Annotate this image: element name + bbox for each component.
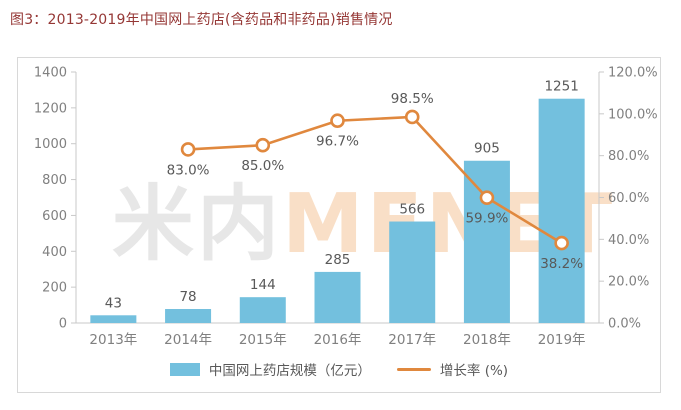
line-marker <box>180 142 196 157</box>
bar-value-label: 566 <box>399 202 425 218</box>
right-axis-tick-label: 60.0% <box>608 191 649 206</box>
right-axis-tick-label: 80.0% <box>608 149 649 164</box>
left-axis-tick-label: 600 <box>42 209 67 224</box>
bar-value-label: 78 <box>179 289 196 305</box>
bar-2014年 <box>165 309 212 323</box>
x-axis-label: 2015年 <box>239 332 287 348</box>
line-series-swatch <box>396 367 431 371</box>
figure-title: 图3：2013-2019年中国网上药店(含药品和非药品)销售情况 <box>10 12 393 28</box>
bar-2016年 <box>314 271 361 323</box>
bar-2015年 <box>239 297 286 323</box>
line-marker <box>404 109 420 125</box>
bar-2013年 <box>90 315 137 323</box>
x-axis-label: 2018年 <box>463 332 511 348</box>
left-axis-tick-label: 1400 <box>34 66 67 81</box>
legend-label-line-series: 增长率 (%) <box>439 363 509 379</box>
right-axis-tick-label: 40.0% <box>608 233 649 248</box>
chart-legend: 中国网上药店规模（亿元） 增长率 (%) <box>18 359 660 379</box>
left-axis-tick-label: 1000 <box>34 137 67 152</box>
right-axis-tick-label: 100.0% <box>608 107 658 122</box>
bar-2018年 <box>463 160 510 323</box>
bar-2019年 <box>538 98 585 324</box>
line-marker <box>255 137 271 153</box>
bar-value-label: 905 <box>474 141 500 157</box>
left-axis-tick-label: 1200 <box>34 101 67 116</box>
left-axis-tick-label: 400 <box>42 245 67 260</box>
legend-item-bar-series: 中国网上药店规模（亿元） <box>169 359 371 379</box>
line-marker <box>479 190 495 206</box>
x-axis-label: 2019年 <box>538 332 586 348</box>
bar-value-label: 43 <box>105 295 122 311</box>
line-value-label: 96.7% <box>316 134 359 150</box>
legend-label-bar-series: 中国网上药店规模（亿元） <box>208 363 371 379</box>
left-axis-tick-label: 200 <box>42 281 67 296</box>
bar-2017年 <box>389 221 436 323</box>
growth-rate-line <box>187 115 563 245</box>
x-axis-label: 2016年 <box>314 332 362 348</box>
bar-value-label: 285 <box>325 252 351 268</box>
x-axis-label: 2013年 <box>89 332 137 348</box>
right-axis-tick-label: 0.0% <box>608 317 641 332</box>
line-marker <box>330 113 345 129</box>
x-axis-label: 2017年 <box>388 332 436 348</box>
right-axis-tick-label: 120.0% <box>608 66 658 81</box>
x-axis-label: 2014年 <box>164 332 212 348</box>
line-value-label: 98.5% <box>391 91 434 107</box>
left-axis-tick-label: 0 <box>59 317 67 332</box>
left-axis-tick-label: 800 <box>42 173 67 188</box>
line-marker <box>554 235 569 251</box>
line-value-label: 83.0% <box>167 162 210 178</box>
bar-value-label: 144 <box>250 277 276 293</box>
chart-plot: 0 200 400 600 800 1000 1200 1400 0.0% 20.0% 40.0% 6… <box>34 66 658 349</box>
line-value-label: 85.0% <box>241 158 284 174</box>
bar-series-swatch <box>169 362 200 376</box>
line-value-label: 59.9% <box>465 211 508 227</box>
chart-card: 米内MENET 0 200 400 600 800 1000 1200 1400 0.0% 20.… <box>17 57 661 393</box>
bar-value-label: 1251 <box>544 79 578 95</box>
line-value-label: 38.2% <box>540 256 583 272</box>
right-axis-tick-label: 20.0% <box>608 275 649 290</box>
legend-item-line-series: 增长率 (%) <box>396 359 509 379</box>
